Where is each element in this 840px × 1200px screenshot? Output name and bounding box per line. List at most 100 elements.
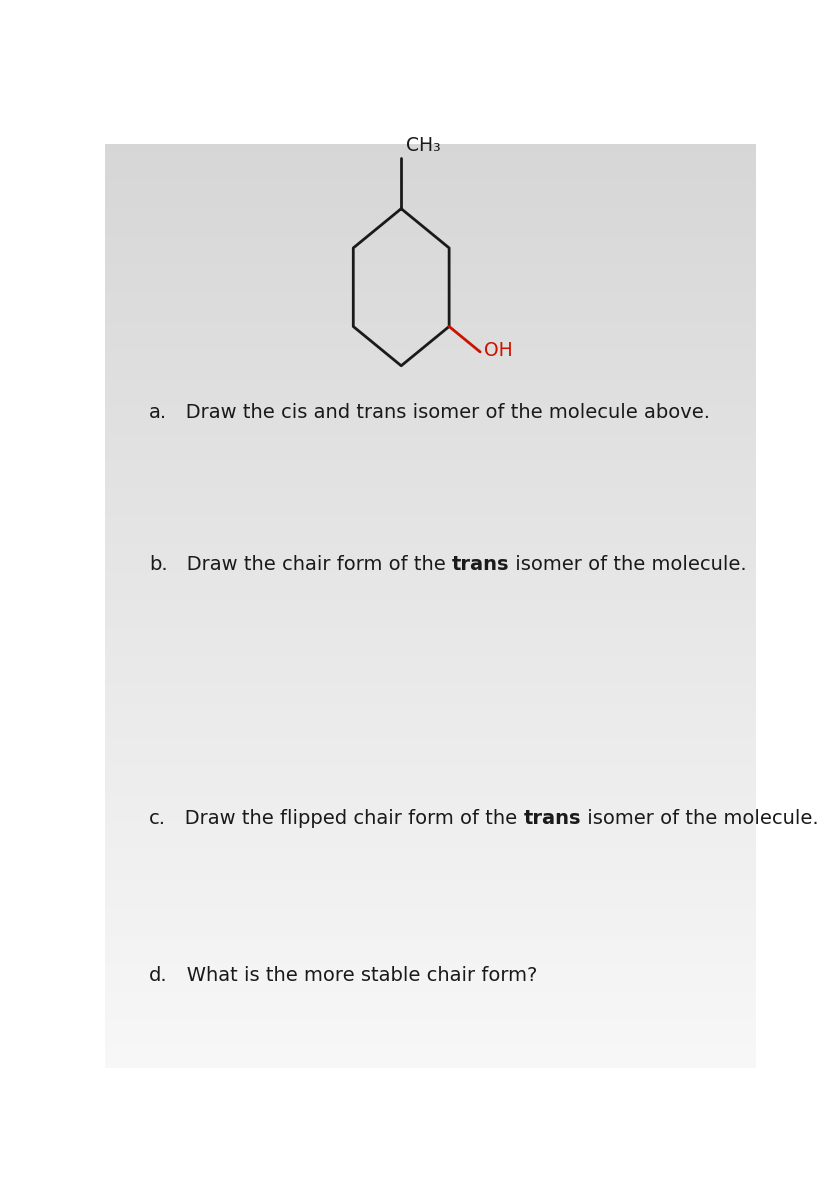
Bar xyxy=(105,319,756,323)
Bar xyxy=(105,634,756,637)
Bar xyxy=(105,1064,756,1068)
Bar xyxy=(105,254,756,258)
Bar xyxy=(105,665,756,667)
Bar xyxy=(105,286,756,289)
Bar xyxy=(105,455,756,458)
Bar xyxy=(105,1043,756,1046)
Bar xyxy=(105,954,756,958)
Bar xyxy=(105,612,756,616)
Bar xyxy=(105,1056,756,1058)
Bar xyxy=(105,1022,756,1025)
Bar xyxy=(105,704,756,708)
Bar xyxy=(105,476,756,480)
Bar xyxy=(105,812,756,816)
Bar xyxy=(105,871,756,874)
Bar xyxy=(105,766,756,769)
Bar xyxy=(105,686,756,689)
Bar xyxy=(105,545,756,547)
Bar xyxy=(105,539,756,541)
Bar xyxy=(105,950,756,954)
Bar xyxy=(105,624,756,628)
Bar xyxy=(105,529,756,532)
Bar xyxy=(105,502,756,504)
Bar xyxy=(105,510,756,514)
Bar xyxy=(105,972,756,976)
Bar xyxy=(105,979,756,982)
Bar xyxy=(105,958,756,960)
Bar xyxy=(105,425,756,427)
Bar xyxy=(105,431,756,433)
Bar xyxy=(105,211,756,215)
Bar xyxy=(105,763,756,766)
Bar xyxy=(105,948,756,950)
Bar xyxy=(105,930,756,932)
Bar xyxy=(105,923,756,926)
Bar xyxy=(105,976,756,979)
Bar xyxy=(105,289,756,292)
Bar xyxy=(105,1058,756,1062)
Bar xyxy=(105,862,756,865)
Text: isomer of the molecule.: isomer of the molecule. xyxy=(509,556,747,574)
Bar xyxy=(105,596,756,600)
Bar xyxy=(105,1015,756,1019)
Bar xyxy=(105,563,756,566)
Bar xyxy=(105,252,756,254)
Bar xyxy=(105,274,756,276)
Bar xyxy=(105,710,756,714)
Bar xyxy=(105,175,756,178)
Bar xyxy=(105,689,756,692)
Bar xyxy=(105,403,756,406)
Bar xyxy=(105,329,756,332)
Bar xyxy=(105,985,756,988)
Bar xyxy=(105,190,756,193)
Bar xyxy=(105,618,756,622)
Bar xyxy=(105,418,756,421)
Bar xyxy=(105,178,756,181)
Text: CH₃: CH₃ xyxy=(407,136,441,155)
Text: trans: trans xyxy=(523,809,581,828)
Bar xyxy=(105,347,756,350)
Bar xyxy=(105,406,756,409)
Bar xyxy=(105,844,756,846)
Bar xyxy=(105,551,756,553)
Bar xyxy=(105,991,756,994)
Bar xyxy=(105,760,756,763)
Bar xyxy=(105,382,756,384)
Bar xyxy=(105,215,756,218)
Bar xyxy=(105,637,756,640)
Text: b.: b. xyxy=(150,556,168,574)
Bar xyxy=(105,895,756,899)
Bar xyxy=(105,964,756,966)
Bar xyxy=(105,311,756,313)
Bar xyxy=(105,730,756,732)
Bar xyxy=(105,514,756,517)
Bar xyxy=(105,899,756,901)
Bar xyxy=(105,932,756,936)
Bar xyxy=(105,726,756,730)
Bar xyxy=(105,400,756,403)
Bar xyxy=(105,584,756,588)
Bar xyxy=(105,162,756,166)
Bar xyxy=(105,781,756,785)
Bar xyxy=(105,409,756,412)
Bar xyxy=(105,1019,756,1021)
Bar xyxy=(105,354,756,356)
Bar xyxy=(105,840,756,844)
Text: trans: trans xyxy=(452,556,509,574)
Bar xyxy=(105,1013,756,1015)
Bar xyxy=(105,464,756,467)
Bar xyxy=(105,920,756,923)
Bar xyxy=(105,187,756,190)
Bar xyxy=(105,893,756,895)
Bar xyxy=(105,390,756,394)
Bar xyxy=(105,1031,756,1034)
Bar xyxy=(105,350,756,354)
Bar xyxy=(105,1009,756,1013)
Bar xyxy=(105,332,756,335)
Bar xyxy=(105,427,756,431)
Bar xyxy=(105,997,756,1001)
Bar xyxy=(105,628,756,631)
Bar xyxy=(105,917,756,920)
Bar xyxy=(105,248,756,252)
Bar xyxy=(105,374,756,378)
